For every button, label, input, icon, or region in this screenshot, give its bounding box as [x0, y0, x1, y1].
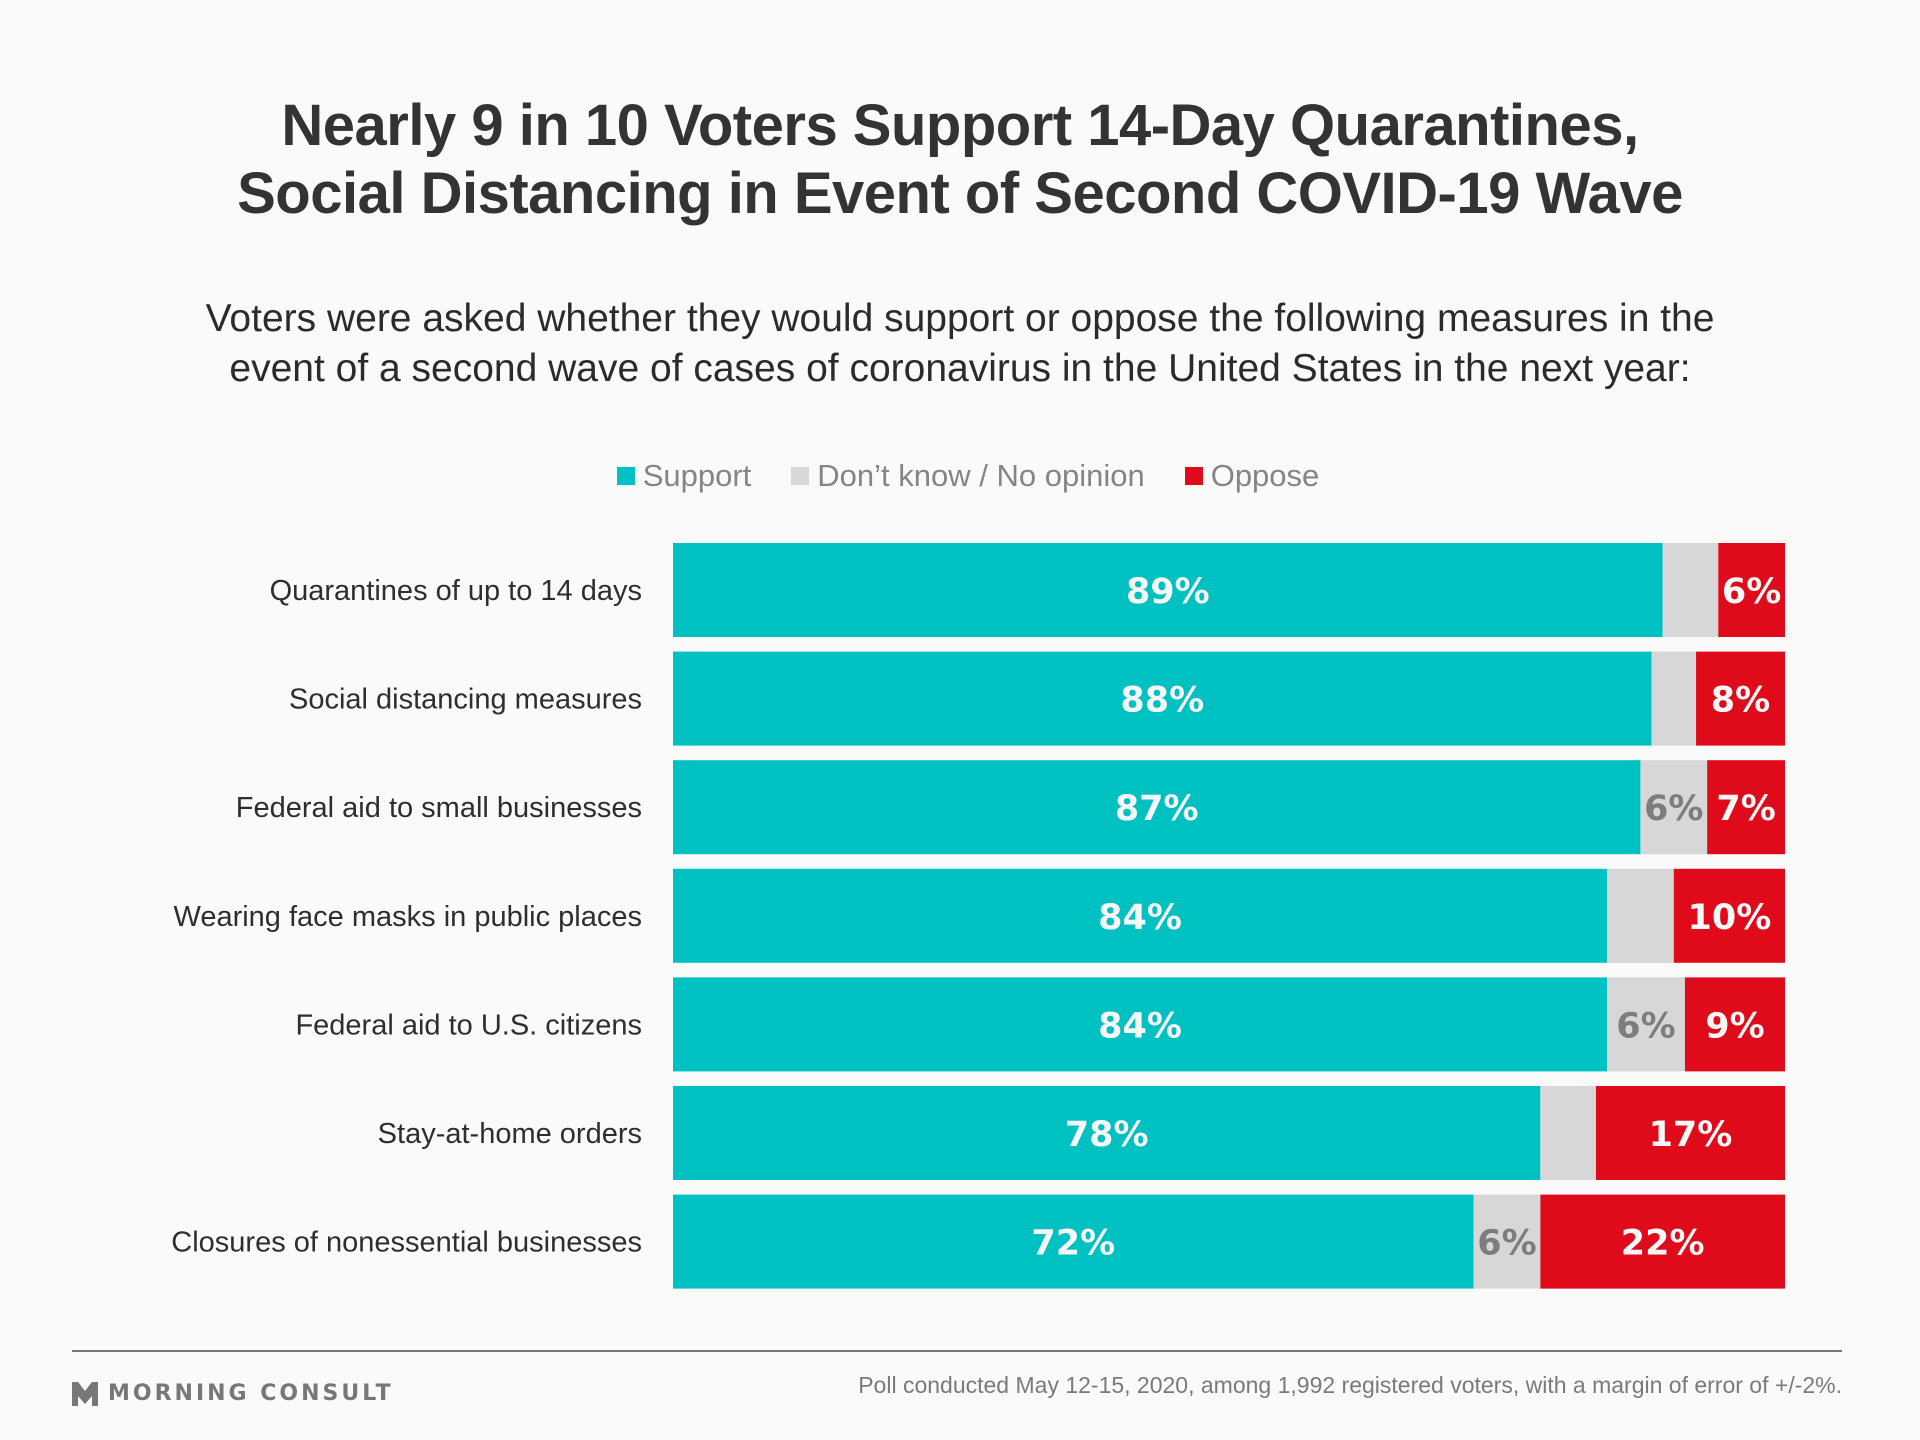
category-label: Quarantines of up to 14 days [270, 575, 642, 607]
brand-name: MORNING CONSULT [108, 1381, 394, 1406]
bar-segment-oppose [1540, 1194, 1785, 1289]
legend-label-support: Support [642, 458, 752, 493]
data-label-dont-know: 6% [1644, 789, 1703, 829]
data-label-oppose: 8% [1711, 681, 1770, 721]
bar-segment-support [673, 543, 1663, 637]
chart-title: Nearly 9 in 10 Voters Support 14-Day Qua… [0, 92, 1920, 228]
bar-segment-oppose [1707, 760, 1785, 855]
bar-row: Quarantines of up to 14 days 89% 6% [270, 543, 1785, 637]
bar-segment-oppose [1684, 977, 1785, 1072]
bar-segment-dont-know [1662, 543, 1719, 637]
bar-row: Federal aid to small businesses 87% 6% 7% [236, 760, 1785, 855]
data-label-dont-know: 6% [1616, 1006, 1675, 1046]
category-label: Closures of nonessential businesses [171, 1227, 642, 1259]
category-label: Federal aid to U.S. citizens [295, 1009, 642, 1041]
legend-swatch-dont-know [791, 467, 810, 485]
title-line-2: Social Distancing in Event of Second COV… [237, 161, 1683, 226]
bar-segment-dont-know [1473, 1194, 1541, 1289]
morning-consult-logo-icon [72, 1381, 98, 1406]
bar-segment-dont-know [1540, 1086, 1596, 1180]
bar-segment-support [673, 760, 1641, 855]
data-label-oppose: 10% [1688, 898, 1772, 938]
footer-divider [72, 1350, 1842, 1352]
category-label: Wearing face masks in public places [173, 901, 642, 933]
subtitle-line-1: Voters were asked whether they would sup… [205, 297, 1715, 340]
bar-row: Closures of nonessential businesses 72% 6%… [171, 1194, 1785, 1289]
data-label-oppose: 6% [1722, 572, 1781, 612]
legend-label-oppose: Oppose [1210, 458, 1320, 493]
bar-segment-dont-know [1607, 977, 1685, 1072]
data-label-support: 84% [1098, 1006, 1182, 1046]
data-label-oppose: 9% [1705, 1006, 1764, 1046]
bar-segment-support [673, 977, 1608, 1072]
footnote: Poll conducted May 12-15, 2020, among 1,… [858, 1372, 1842, 1398]
bar-segment-support [673, 868, 1608, 963]
data-label-support: 84% [1098, 898, 1182, 938]
legend-item-oppose: Oppose [1184, 458, 1320, 494]
data-label-oppose: 7% [1716, 789, 1775, 829]
bar-segment-oppose [1595, 1086, 1785, 1180]
legend-swatch-support [616, 467, 635, 485]
chart-subtitle: Voters were asked whether they would sup… [0, 294, 1920, 394]
data-label-dont-know: 6% [1477, 1224, 1536, 1264]
bar-segment-support [673, 651, 1652, 746]
bar-segment-support [673, 1086, 1541, 1180]
bar-segment-dont-know [1607, 868, 1674, 963]
category-label: Federal aid to small businesses [236, 792, 642, 824]
legend-item-support: Support [616, 458, 752, 494]
bar-segment-dont-know [1640, 760, 1708, 855]
data-label-oppose: 17% [1649, 1115, 1733, 1155]
data-label-support: 72% [1031, 1224, 1115, 1264]
category-label: Social distancing measures [289, 684, 642, 716]
data-label-support: 78% [1065, 1115, 1149, 1155]
bar-segment-oppose [1696, 651, 1785, 746]
legend-swatch-oppose [1184, 467, 1203, 485]
brand-logo: MORNING CONSULT [72, 1381, 394, 1406]
bar-row: Wearing face masks in public places 84% 10… [173, 868, 1785, 963]
data-label-support: 87% [1115, 789, 1199, 829]
bar-segment-support [673, 1194, 1474, 1289]
bar-segment-oppose [1673, 868, 1785, 963]
data-label-oppose: 22% [1621, 1224, 1705, 1264]
data-label-support: 89% [1126, 572, 1210, 612]
bar-row: Stay-at-home orders 78% 17% [378, 1086, 1785, 1180]
bar-segment-oppose [1718, 543, 1785, 637]
bar-row: Federal aid to U.S. citizens 84% 6% 9% [295, 977, 1785, 1072]
bar-segment-dont-know [1651, 651, 1697, 746]
category-label: Stay-at-home orders [378, 1118, 642, 1150]
legend: Support Don’t know / No opinion Oppose [0, 458, 1920, 494]
legend-label-dont-know: Don’t know / No opinion [817, 458, 1145, 493]
legend-item-dont-know: Don’t know / No opinion [791, 458, 1145, 494]
bar-row: Social distancing measures 88% 8% [289, 651, 1785, 746]
subtitle-line-2: event of a second wave of cases of coron… [229, 347, 1691, 390]
data-label-support: 88% [1120, 681, 1204, 721]
title-line-1: Nearly 9 in 10 Voters Support 14-Day Qua… [281, 93, 1639, 158]
